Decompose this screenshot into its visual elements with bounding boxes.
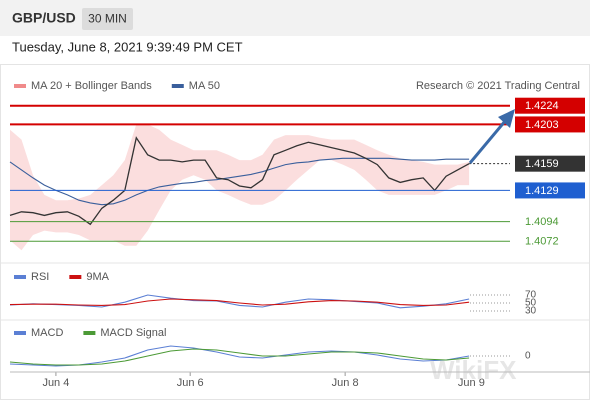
level-box [515, 182, 585, 199]
series-line [9, 157, 470, 206]
trend-arrow [468, 119, 508, 164]
legend-swatch [83, 331, 96, 335]
bollinger-band [10, 124, 470, 251]
timeframe[interactable]: 30 MIN [88, 12, 127, 26]
legend-label: MA 20 + Bollinger Bands [31, 80, 152, 92]
y-tick-label: 50 [525, 298, 537, 309]
y-tick-label: 30 [525, 306, 537, 317]
legend-swatch [14, 84, 26, 88]
legend-swatch [69, 275, 82, 279]
legend-label: 9MA [86, 271, 109, 283]
legend-label: MACD [31, 327, 63, 339]
level-label: 1.4203 [525, 119, 559, 131]
watermark: WikiFX [430, 355, 517, 385]
legend-swatch [14, 331, 26, 335]
x-tick-label: Jun 6 [177, 377, 204, 389]
y-tick-label: 70 [525, 290, 537, 301]
datetime: Tuesday, June 8, 2021 9:39:49 PM CET [12, 39, 243, 54]
credit: Research © 2021 Trading Central [416, 80, 580, 92]
legend-label: MA 50 [189, 80, 220, 92]
level-box [515, 116, 585, 133]
x-tick-label: Jun 4 [42, 377, 69, 389]
level-label: 1.4129 [525, 185, 559, 197]
timeframe-button[interactable] [82, 8, 133, 30]
legend-label: MACD Signal [100, 327, 166, 339]
legend-label: RSI [31, 271, 49, 283]
series-line [9, 345, 470, 367]
symbol: GBP/USD [12, 10, 76, 26]
trend-arrowhead [498, 109, 515, 128]
series-line [9, 298, 470, 306]
y-tick-label: 0 [525, 351, 531, 362]
level-label: 1.4159 [525, 158, 559, 170]
series-line [9, 348, 470, 366]
series-line [9, 294, 470, 309]
legend-swatch [171, 84, 184, 88]
x-tick-label: Jun 8 [332, 377, 359, 389]
level-box [515, 97, 585, 114]
level-label: 1.4224 [525, 100, 559, 112]
level-label: 1.4072 [525, 236, 559, 248]
level-label: 1.4094 [525, 216, 559, 228]
level-box [515, 155, 585, 172]
x-tick-label: Jun 9 [458, 377, 485, 389]
legend-swatch [14, 275, 26, 279]
